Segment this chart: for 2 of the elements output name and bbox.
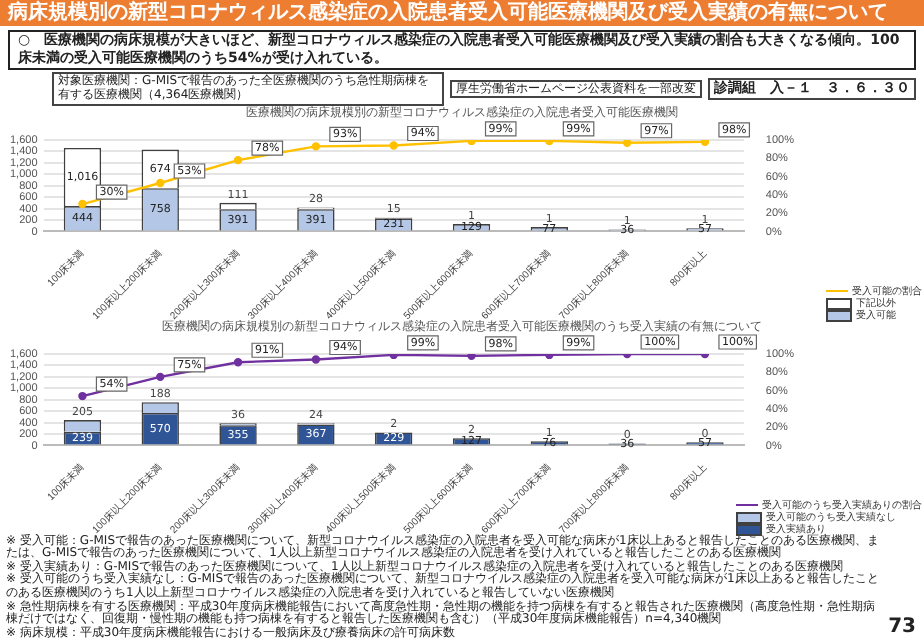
text: 73 [888,616,916,638]
text: 病床規模別の新型コロナウィルス感染症の入院患者受入可能医療機関及び受入実績の有無について [0,0,924,26]
